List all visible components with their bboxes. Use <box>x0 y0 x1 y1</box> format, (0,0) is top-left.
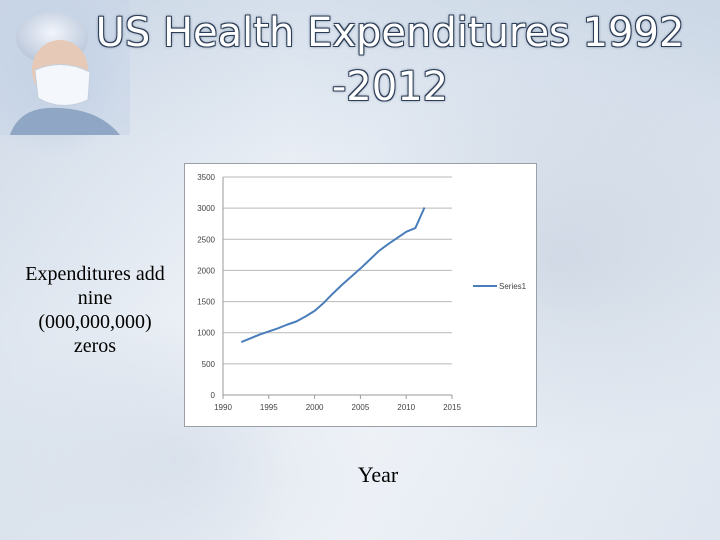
x-tick-label: 2015 <box>443 403 461 412</box>
y-tick-label: 2500 <box>197 235 215 244</box>
y-tick-label: 1000 <box>197 329 215 338</box>
slide-title: US Health Expenditures 1992 -2012 <box>95 10 685 110</box>
surgeon-photo-icon <box>0 0 130 135</box>
line-chart: 0 500 1000 1500 2000 2500 3000 3500 1990 1995 2000… <box>197 173 527 412</box>
x-tick-label: 1990 <box>214 403 232 412</box>
y-tick-label: 1500 <box>197 298 215 307</box>
y-tick-label: 2000 <box>197 266 215 275</box>
y-tick-label: 3000 <box>197 204 215 213</box>
y-tick-label: 0 <box>211 391 216 400</box>
x-tick-label: 2000 <box>306 403 324 412</box>
series-line <box>240 207 426 343</box>
x-tick-label: 2005 <box>352 403 370 412</box>
x-axis-caption: Year <box>357 462 399 487</box>
y-tick-label: 3500 <box>197 173 215 182</box>
legend-label: Series1 <box>499 282 527 291</box>
chart-area: 0 500 1000 1500 2000 2500 3000 3500 1990 1995 2000… <box>184 163 537 427</box>
x-tick-label: 1995 <box>260 403 278 412</box>
side-note: Expenditures add nine (000,000,000) zero… <box>25 263 165 357</box>
x-tick-label: 2010 <box>397 403 415 412</box>
y-tick-label: 500 <box>202 360 216 369</box>
